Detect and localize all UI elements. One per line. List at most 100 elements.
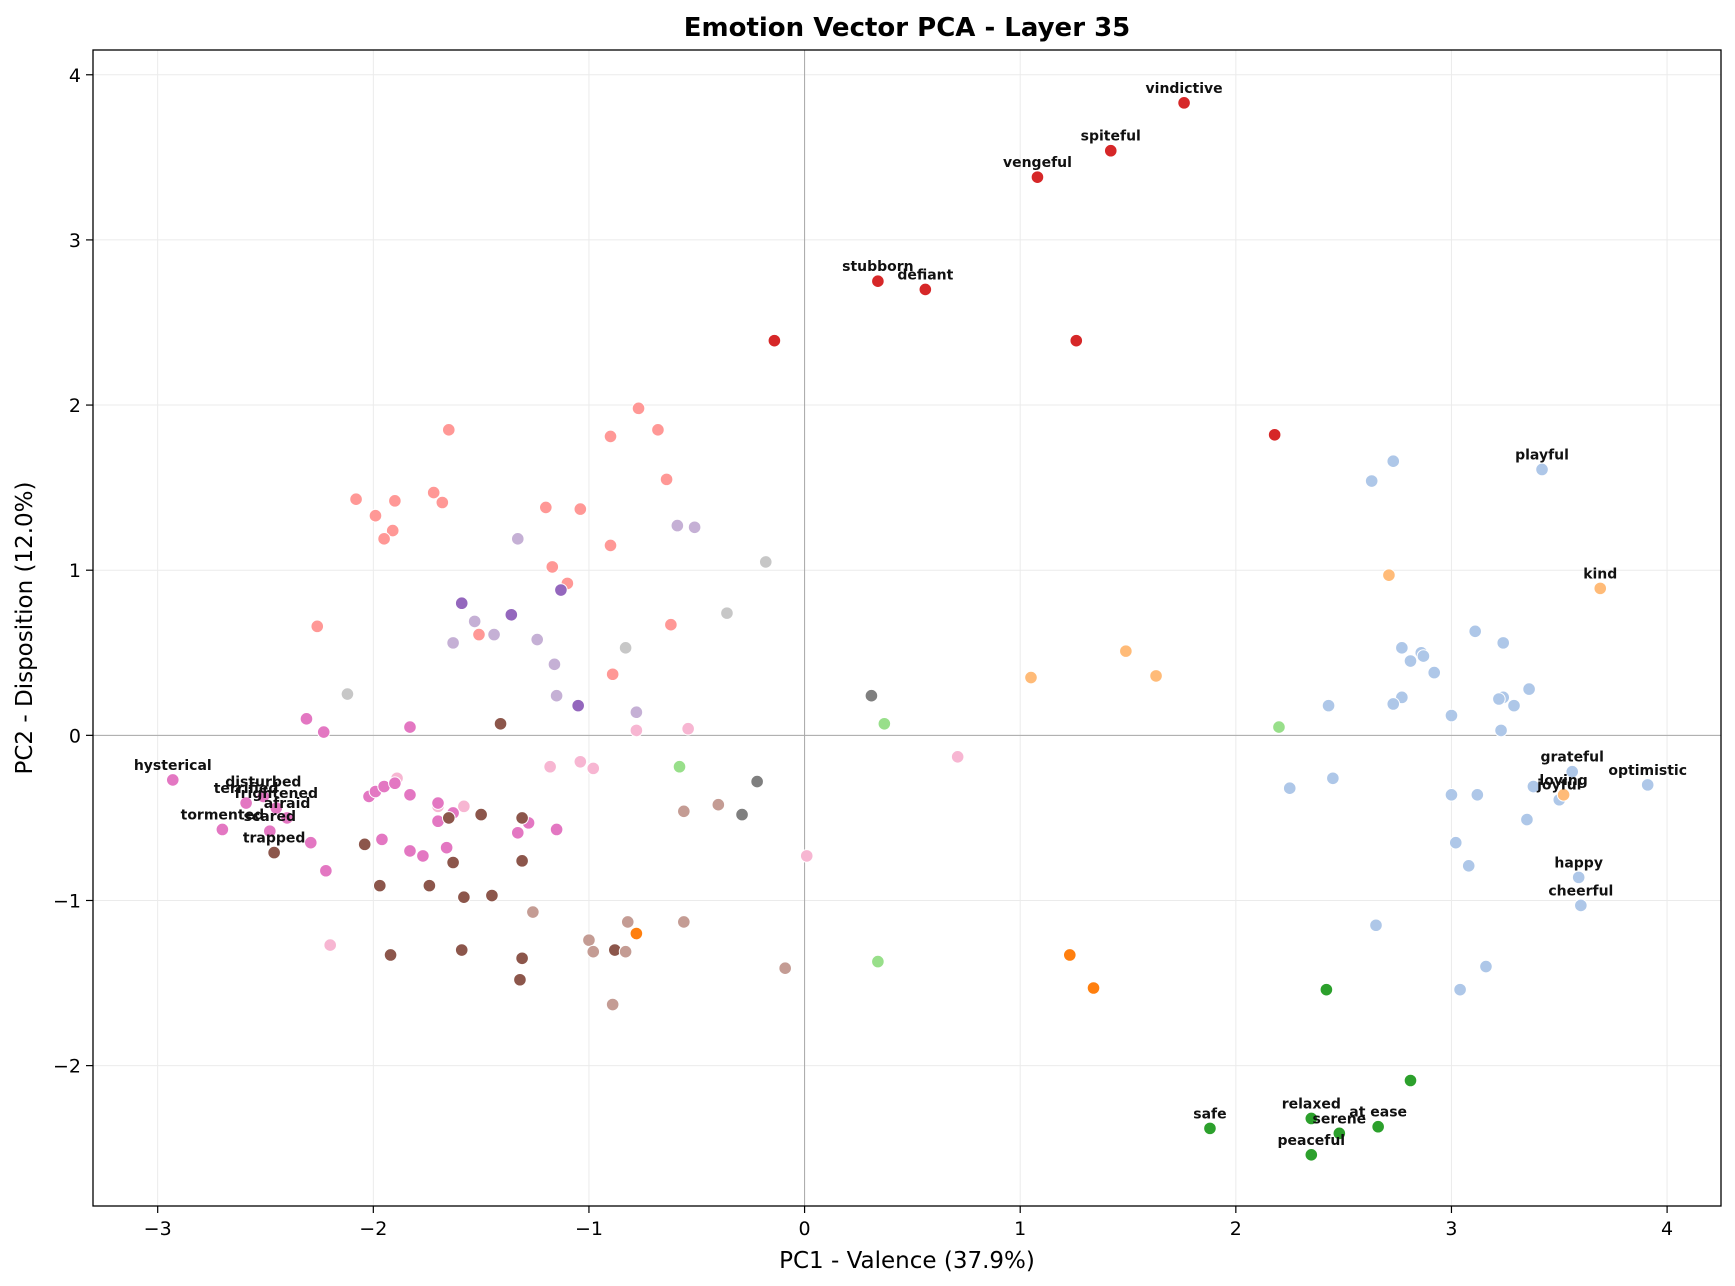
data-point xyxy=(485,888,499,903)
data-point xyxy=(349,492,363,506)
data-point xyxy=(720,606,734,620)
data-point xyxy=(368,508,383,523)
data-point xyxy=(1468,624,1482,639)
data-point xyxy=(758,555,773,569)
data-point xyxy=(388,494,402,508)
data-point xyxy=(1149,669,1163,683)
point-label: relaxed xyxy=(1282,1096,1341,1112)
data-point xyxy=(687,520,702,535)
data-point xyxy=(1496,636,1511,650)
data-point xyxy=(319,863,333,878)
data-point xyxy=(1030,170,1045,184)
data-point xyxy=(1267,427,1282,442)
data-point xyxy=(1304,1111,1319,1126)
point-label: frightened xyxy=(235,786,318,802)
data-point xyxy=(618,641,633,655)
data-point xyxy=(549,688,564,703)
x-tick-label: −2 xyxy=(359,1218,387,1240)
point-label: terrified xyxy=(214,781,279,797)
data-point xyxy=(1444,787,1459,802)
data-point xyxy=(1479,959,1493,974)
data-point xyxy=(439,840,454,855)
point-label: hysterical xyxy=(134,758,212,774)
point-label: vindictive xyxy=(1146,81,1223,97)
data-point xyxy=(554,583,568,597)
data-point xyxy=(1203,1121,1217,1136)
point-labels: vindictive spiteful vengeful stubborndefian… xyxy=(134,81,1687,1149)
point-label: tormented xyxy=(181,807,264,823)
data-point xyxy=(605,667,620,682)
data-point xyxy=(629,723,644,738)
y-tick-label: 0 xyxy=(69,725,81,747)
chart-title: Emotion Vector PCA - Layer 35 xyxy=(684,13,1131,43)
point-label: vengeful xyxy=(1003,155,1072,171)
point-label: grateful xyxy=(1541,750,1604,766)
data-point xyxy=(323,938,337,952)
data-point xyxy=(1369,918,1383,933)
data-point xyxy=(629,705,644,720)
data-point xyxy=(280,811,294,825)
x-axis-ticks: −3 −2 −1 0 1 2 3 4 xyxy=(144,1206,1673,1240)
data-point xyxy=(672,759,687,774)
data-point xyxy=(1086,981,1101,995)
data-point xyxy=(1319,982,1334,997)
data-point xyxy=(299,712,314,726)
data-point xyxy=(1461,859,1476,873)
data-point xyxy=(513,972,527,987)
data-point xyxy=(403,844,417,858)
data-point xyxy=(457,799,471,814)
y-tick-label: 1 xyxy=(69,560,81,582)
point-label: stubborn xyxy=(842,259,914,275)
data-point xyxy=(681,721,695,736)
data-point xyxy=(1571,870,1586,885)
data-point xyxy=(918,282,933,297)
data-point xyxy=(1535,462,1549,477)
data-point xyxy=(735,807,749,822)
point-label: happy xyxy=(1554,855,1603,871)
data-point xyxy=(1364,474,1379,488)
data-point xyxy=(467,614,482,629)
data-point xyxy=(877,716,892,731)
data-point xyxy=(1282,781,1297,795)
data-point xyxy=(586,761,601,776)
point-label: defiant xyxy=(897,267,953,283)
point-label: disturbed xyxy=(225,774,301,790)
data-point xyxy=(1024,670,1038,685)
x-tick-label: 1 xyxy=(1014,1218,1026,1240)
data-point xyxy=(547,657,562,672)
data-point xyxy=(530,632,544,647)
data-point xyxy=(515,951,529,966)
data-point xyxy=(677,804,691,819)
data-point xyxy=(1119,644,1133,658)
data-point xyxy=(1386,697,1401,711)
data-point xyxy=(472,627,486,642)
y-tick-label: 2 xyxy=(69,395,81,417)
data-point xyxy=(435,495,450,510)
data-point xyxy=(377,532,391,546)
data-point xyxy=(165,773,180,787)
data-point xyxy=(1507,698,1521,713)
data-point xyxy=(1593,581,1608,596)
data-point xyxy=(573,754,588,769)
data-point xyxy=(357,837,372,852)
point-label: loving xyxy=(1539,773,1587,789)
data-point xyxy=(543,759,557,774)
data-point xyxy=(582,933,596,947)
data-point xyxy=(767,333,782,348)
y-tick-label: −2 xyxy=(53,1056,81,1078)
x-tick-label: 0 xyxy=(799,1218,811,1240)
data-point xyxy=(871,274,885,289)
data-point xyxy=(651,423,665,437)
data-point xyxy=(474,807,488,822)
data-point xyxy=(631,401,646,416)
data-point xyxy=(510,825,525,840)
data-point xyxy=(1386,454,1401,469)
data-point xyxy=(383,948,398,962)
data-points xyxy=(165,96,1655,1162)
data-point xyxy=(586,944,601,959)
data-point xyxy=(1492,692,1506,706)
data-point xyxy=(605,997,620,1012)
data-point xyxy=(711,797,726,812)
